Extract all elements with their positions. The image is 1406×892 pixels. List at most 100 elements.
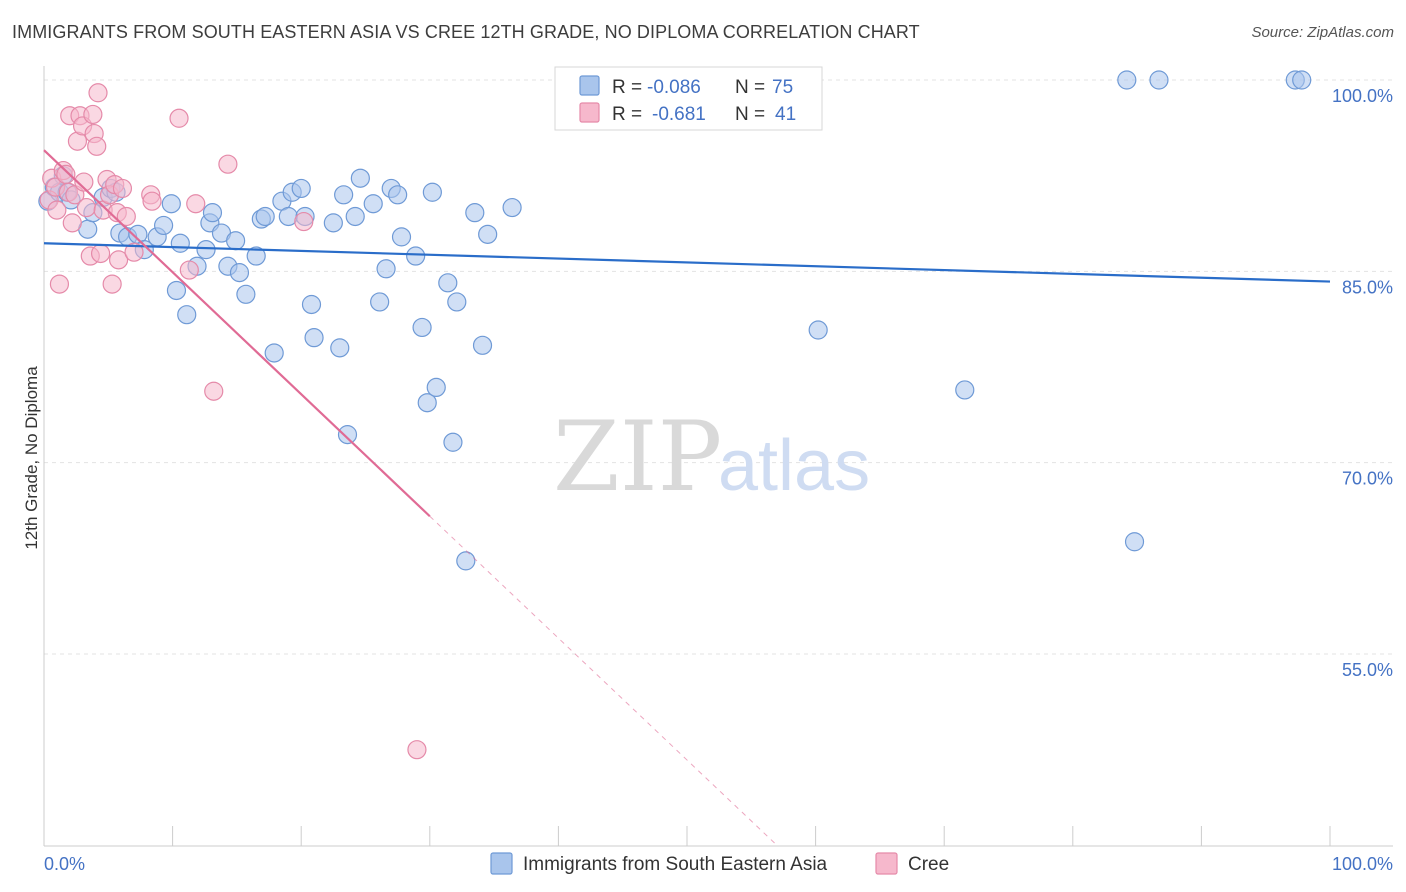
y-tick-label: 55.0% [1342,660,1393,680]
trend-layer [43,149,1331,846]
data-point-cree [76,197,97,218]
watermark-zip: ZIP [553,401,722,513]
chart-title: IMMIGRANTS FROM SOUTH EASTERN ASIA VS CR… [12,22,920,42]
data-point-cree [186,194,206,214]
legend-n-value: 75 [772,77,793,98]
data-point-sea [443,432,463,452]
data-point-sea [255,206,275,227]
data-point-sea [246,246,266,266]
x-tick-label: 100.0% [1332,854,1393,874]
data-point-sea [196,240,216,260]
chart-source: Source: ZipAtlas.com [1251,24,1394,41]
legend-swatch-blue [579,75,600,96]
series-legend-label: Cree [908,854,949,875]
data-point-sea [955,380,975,400]
data-point-sea [304,328,324,348]
data-point-sea [323,213,343,233]
data-point-sea [330,338,350,358]
legend-r-value: -0.681 [652,104,706,125]
y-tick-labels: 55.0% 70.0% 85.0% 100.0% [1332,86,1393,680]
data-point-sea [291,178,311,199]
data-point-cree [124,242,144,262]
data-point-sea [236,284,256,304]
data-point-cree [218,154,238,174]
legend-r-label: R = [612,104,642,125]
series-legend-label: Immigrants from South Eastern Asia [523,854,828,875]
data-point-sea [226,231,246,251]
legend-n-value: 41 [775,104,796,125]
trend-line-cree-extension [429,515,778,846]
legend-r-value: -0.086 [647,77,701,98]
series-legend: Immigrants from South Eastern Asia Cree [490,852,949,875]
legend-r-label: R = [612,77,642,98]
data-point-cree [90,243,111,264]
series-legend-swatch-blue [490,852,513,875]
data-point-cree [112,178,133,199]
data-point-sea [502,197,522,218]
data-point-sea [363,194,383,214]
data-point-sea [478,224,498,244]
data-point-sea [264,343,284,363]
watermark: ZIP atlas [553,401,870,513]
data-point-sea [170,233,190,253]
data-point-cree [74,172,94,192]
legend-n-label: N = [735,77,765,98]
data-point-sea [301,294,322,315]
data-point-sea [1124,532,1145,552]
data-point-sea [166,280,187,301]
y-tick-label: 70.0% [1342,469,1393,489]
correlation-legend: R = -0.086 N = 75 R = -0.681 N = 41 [554,66,823,131]
data-point-cree [49,274,70,294]
x-tick-labels: 0.0% 100.0% [44,854,1393,874]
data-point-sea [370,292,390,312]
data-point-cree [102,274,122,294]
data-point-cree [204,381,224,401]
data-point-sea [417,393,437,413]
data-point-sea [376,259,396,279]
data-point-cree [294,211,314,232]
y-tick-label: 85.0% [1342,277,1393,297]
data-point-cree [87,136,107,156]
data-point-sea [1292,70,1312,90]
data-point-cree [169,108,189,128]
data-point-cree [116,206,136,227]
trend-line-sea [43,242,1331,283]
series-legend-swatch-pink [875,852,898,875]
data-point-sea [177,305,197,325]
data-point-sea [334,185,354,205]
data-point-sea [465,203,485,223]
data-point-cree [56,164,76,184]
data-point-sea [422,182,442,202]
data-point-sea [345,206,365,227]
y-tick-label: 100.0% [1332,86,1393,106]
data-point-sea [388,185,408,205]
data-point-sea [202,203,223,223]
data-point-cree [142,191,162,211]
data-point-cree [83,104,103,125]
data-point-sea [350,168,370,188]
data-point-sea [426,377,446,398]
data-point-sea [1117,70,1137,90]
data-point-cree [47,200,67,220]
legend-swatch-pink [579,102,600,123]
data-point-sea [438,273,458,293]
data-point-sea [472,335,493,355]
data-point-sea [161,194,181,214]
x-tick-label: 0.0% [44,854,85,874]
data-point-sea [229,263,250,283]
data-point-cree [62,213,82,233]
data-point-sea [391,227,412,247]
data-point-cree [108,250,129,270]
data-point-sea [153,215,174,236]
legend-n-label: N = [735,104,765,125]
data-point-cree [407,740,427,760]
data-point-sea [1149,70,1169,90]
data-point-sea [337,425,358,445]
y-axis-label: 12th Grade, No Diploma [22,366,41,550]
data-point-sea [406,246,426,266]
data-point-cree [88,83,108,103]
data-point-sea [808,320,828,340]
grid-layer [44,79,1393,655]
data-point-sea [447,292,467,312]
